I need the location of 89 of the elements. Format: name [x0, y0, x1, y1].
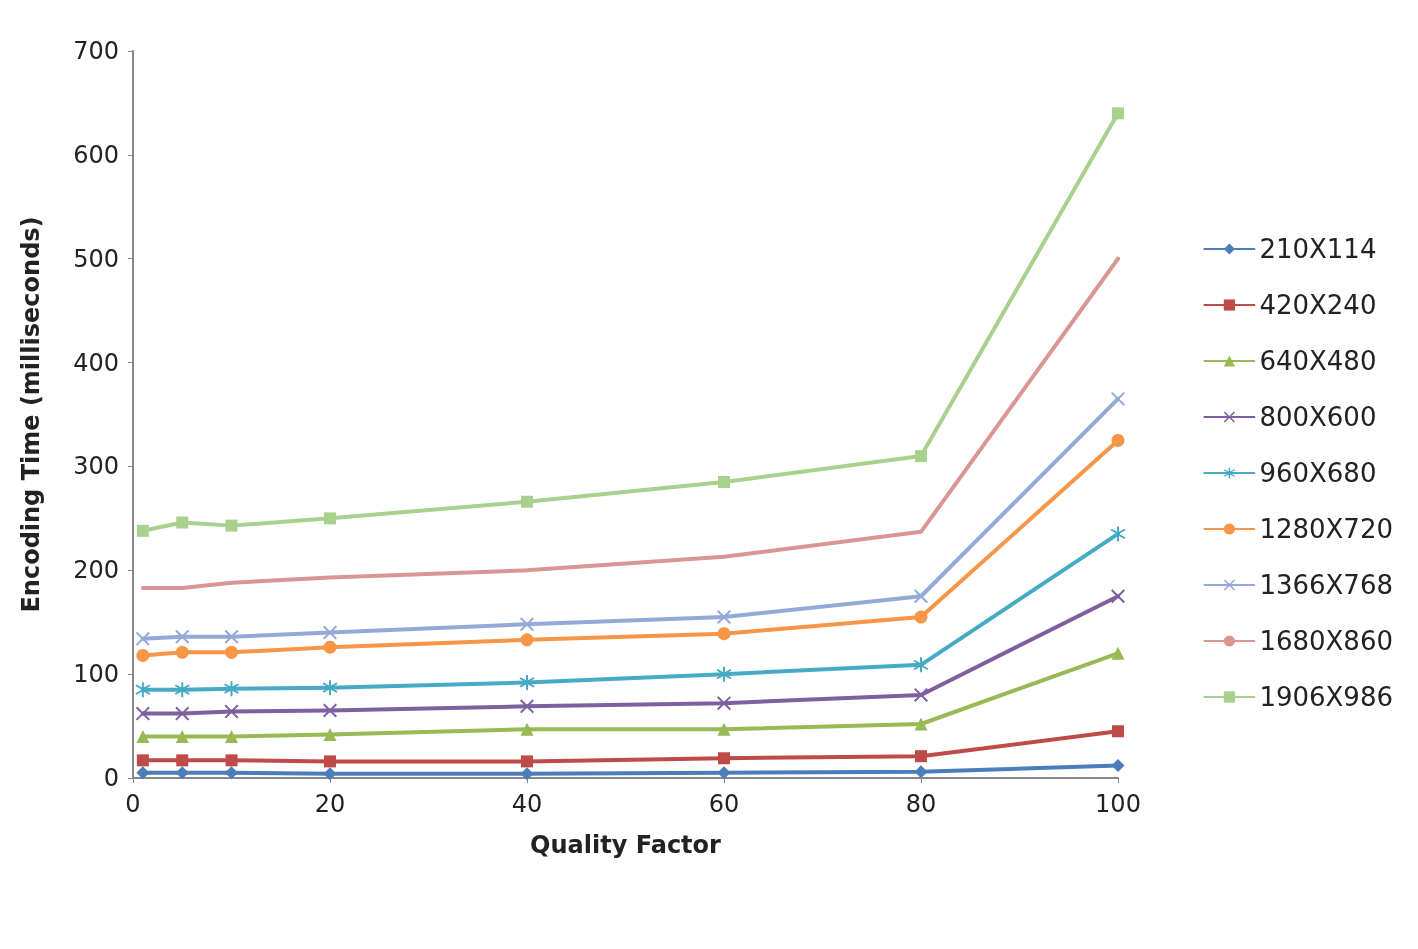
point — [1111, 391, 1125, 406]
point — [136, 766, 150, 780]
x-tick-label: 0 — [125, 790, 141, 818]
point — [175, 729, 189, 743]
point — [1112, 107, 1124, 120]
y-tick-label: 700 — [73, 37, 119, 65]
point — [176, 516, 189, 529]
point — [175, 645, 189, 659]
point — [225, 645, 238, 659]
point — [521, 755, 533, 768]
point — [1111, 646, 1125, 660]
point — [1111, 433, 1125, 447]
point — [136, 648, 150, 662]
point — [323, 625, 337, 640]
point — [914, 717, 928, 731]
point — [915, 450, 927, 463]
point — [716, 666, 732, 682]
point — [324, 512, 336, 525]
y-tick-label: 400 — [73, 348, 119, 377]
y-tick-label: 500 — [73, 244, 119, 273]
point — [135, 682, 151, 698]
point — [322, 680, 338, 696]
point — [224, 704, 239, 719]
point — [914, 589, 928, 604]
point — [225, 519, 238, 532]
point — [224, 629, 239, 644]
point — [136, 524, 149, 537]
point — [717, 696, 731, 711]
point — [914, 687, 928, 702]
y-tick-label: 0 — [103, 764, 119, 792]
point — [717, 766, 731, 780]
point — [520, 633, 534, 647]
point — [717, 722, 731, 736]
x-tick-label: 20 — [314, 790, 346, 818]
point — [520, 767, 534, 781]
point — [913, 657, 929, 673]
point — [224, 681, 239, 697]
point — [718, 476, 730, 489]
point — [323, 727, 337, 741]
point — [135, 631, 150, 646]
point — [1111, 589, 1125, 604]
y-tick-label: 200 — [73, 556, 119, 585]
point — [174, 682, 190, 698]
x-tick-label: 40 — [511, 790, 543, 818]
point — [520, 722, 534, 736]
point — [1112, 725, 1124, 738]
legend-label: 1680X860 — [1259, 626, 1393, 656]
point — [520, 617, 534, 632]
point — [914, 610, 928, 624]
legend-label: 210X114 — [1259, 234, 1377, 264]
point — [717, 627, 731, 641]
line-series — [140, 256, 1120, 590]
point — [175, 706, 190, 721]
point — [717, 610, 731, 625]
point — [225, 754, 238, 767]
y-axis-title: Encoding Time (milliseconds) — [17, 216, 45, 613]
x-tick-label: 60 — [708, 790, 740, 818]
point — [914, 765, 928, 779]
point — [915, 750, 927, 763]
y-tick-label: 300 — [73, 452, 119, 481]
point — [323, 640, 337, 654]
point — [323, 767, 337, 781]
point — [176, 754, 189, 767]
point — [225, 766, 238, 780]
point — [225, 729, 238, 743]
x-tick-label: 80 — [905, 790, 937, 818]
x-axis-title: Quality Factor — [530, 831, 722, 859]
point — [136, 754, 149, 767]
legend-label: 1366X768 — [1259, 570, 1393, 600]
point — [324, 755, 336, 768]
legend-label: 1906X986 — [1259, 682, 1393, 712]
legend-label: 1280X720 — [1259, 514, 1393, 544]
point — [521, 495, 533, 508]
legend-label: 640X480 — [1259, 346, 1377, 376]
point — [718, 752, 730, 765]
point — [520, 699, 534, 714]
point — [175, 629, 190, 644]
point — [136, 729, 150, 743]
point — [1110, 526, 1126, 542]
legend-label: 420X240 — [1259, 290, 1377, 320]
y-tick-label: 100 — [73, 660, 119, 689]
point — [175, 766, 189, 780]
point — [519, 674, 535, 690]
point — [1111, 759, 1125, 773]
point — [135, 706, 150, 721]
legend-label: 800X600 — [1259, 402, 1377, 432]
legend-label: 960X680 — [1259, 458, 1377, 488]
x-tick-label: 100 — [1095, 790, 1141, 818]
y-tick-label: 600 — [73, 140, 119, 169]
